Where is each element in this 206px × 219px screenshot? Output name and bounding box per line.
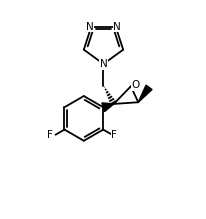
Polygon shape [138,85,151,102]
Text: N: N [99,59,107,69]
Text: N: N [85,21,93,32]
Text: F: F [111,130,117,140]
Text: N: N [113,21,121,32]
Polygon shape [101,103,113,111]
Text: O: O [131,80,139,90]
Text: F: F [47,130,53,140]
